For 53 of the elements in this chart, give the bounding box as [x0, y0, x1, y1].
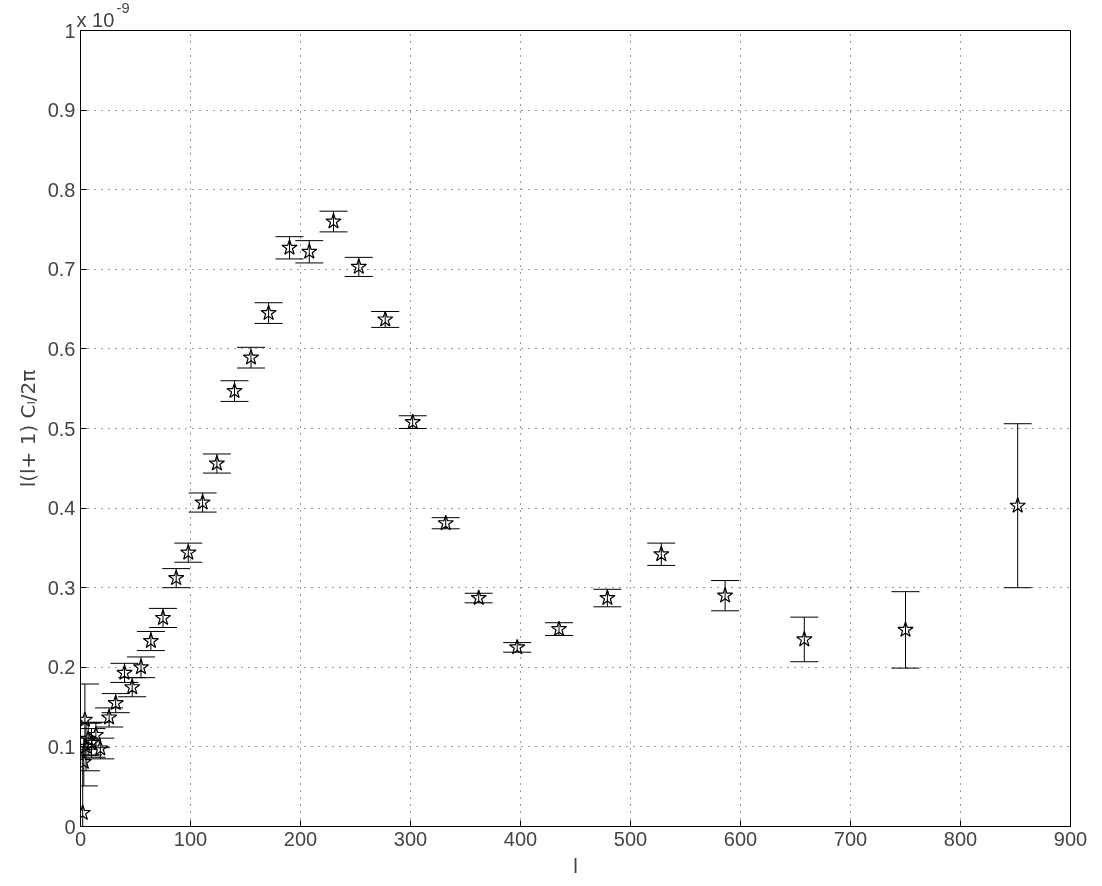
point	[281, 239, 298, 255]
point	[550, 620, 568, 637]
y-tick-label: 0.1	[47, 735, 76, 758]
y-axis-title: l(l+ 1) Cₗ/2π	[15, 369, 40, 488]
point	[132, 658, 150, 675]
y-tick-label: 0.8	[47, 178, 76, 201]
x-axis-title: l	[572, 853, 579, 878]
point	[1009, 497, 1026, 513]
point	[242, 349, 260, 365]
point	[470, 589, 487, 606]
point	[226, 382, 243, 399]
y-tick-label: 0.7	[47, 258, 76, 281]
point	[796, 630, 813, 647]
point	[142, 632, 160, 649]
point	[87, 726, 105, 743]
x-tick-label: 300	[393, 827, 428, 850]
x-tick-label: 500	[613, 827, 648, 850]
point	[100, 708, 118, 725]
x-tick-label: 900	[1053, 827, 1088, 850]
point	[404, 413, 421, 430]
x-tick-label: 400	[503, 827, 538, 850]
x-tick-label: 100	[173, 827, 208, 850]
y-tick-label: 0.2	[47, 656, 76, 679]
point	[107, 694, 124, 711]
point	[437, 514, 454, 531]
point	[154, 609, 172, 626]
point	[123, 678, 141, 695]
y-tick-label: 0.6	[47, 337, 76, 360]
point	[897, 621, 914, 637]
point	[116, 664, 133, 680]
point	[325, 212, 342, 229]
point	[260, 304, 277, 321]
point	[208, 454, 226, 471]
point	[508, 638, 526, 655]
x-tick-label: 700	[833, 827, 868, 850]
point	[194, 493, 211, 510]
y-tick-label: 1	[64, 19, 76, 42]
point	[653, 545, 670, 562]
x-tick-label: 600	[723, 827, 758, 850]
y-tick-label: 0.9	[47, 99, 76, 122]
y-tick-label: 0.5	[47, 417, 76, 440]
y-tick-label: 0.4	[47, 497, 76, 520]
point	[350, 258, 368, 274]
point	[167, 569, 185, 586]
y-tick-label: 0.3	[47, 576, 76, 599]
point	[376, 310, 394, 327]
point	[180, 544, 197, 560]
point	[92, 739, 109, 756]
x-tick-label: 200	[283, 827, 318, 850]
x-tick-label: 800	[943, 827, 978, 850]
point	[301, 243, 318, 259]
point	[599, 589, 616, 606]
point	[716, 587, 734, 603]
